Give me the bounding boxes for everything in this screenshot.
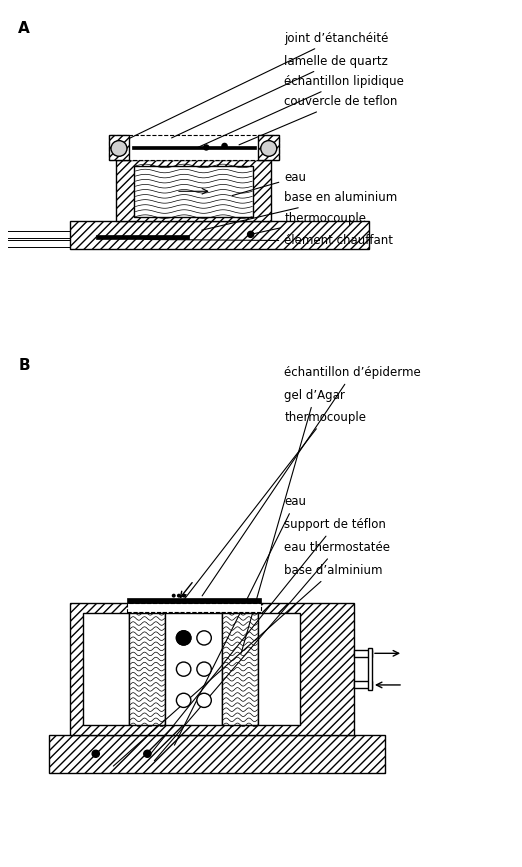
Circle shape — [92, 750, 99, 757]
Circle shape — [197, 662, 211, 676]
Text: A: A — [18, 21, 30, 36]
Circle shape — [172, 595, 175, 596]
Text: échantillon lipidique: échantillon lipidique — [196, 75, 404, 148]
Bar — [96, 235, 188, 239]
Bar — [135, 166, 253, 217]
Bar — [354, 681, 372, 688]
Bar — [354, 649, 372, 657]
Bar — [258, 134, 279, 160]
Circle shape — [176, 662, 191, 676]
Text: thermocouple: thermocouple — [185, 411, 366, 598]
Bar — [70, 603, 354, 735]
Text: lamelle de quartz: lamelle de quartz — [172, 55, 388, 138]
Bar — [109, 134, 129, 160]
Bar — [129, 613, 165, 725]
Circle shape — [197, 631, 211, 645]
Bar — [132, 146, 256, 149]
Text: échantillon d’épiderme: échantillon d’épiderme — [202, 366, 421, 596]
Text: joint d’étanchéité: joint d’étanchéité — [122, 32, 388, 142]
Text: couvercle de teflon: couvercle de teflon — [239, 95, 398, 145]
Bar — [368, 649, 372, 690]
Circle shape — [247, 231, 254, 238]
Circle shape — [111, 140, 127, 156]
Bar — [109, 134, 279, 160]
Circle shape — [177, 595, 180, 596]
Circle shape — [197, 694, 211, 707]
Text: eau thermostatée: eau thermostatée — [155, 541, 390, 760]
Bar — [116, 160, 271, 221]
Circle shape — [222, 143, 227, 148]
Text: base en aluminium: base en aluminium — [201, 192, 397, 230]
Bar — [49, 735, 385, 773]
Circle shape — [176, 631, 191, 645]
Circle shape — [176, 694, 191, 707]
Text: gel d’Agar: gel d’Agar — [241, 389, 345, 653]
Text: support de téflon: support de téflon — [149, 518, 386, 756]
Circle shape — [183, 595, 185, 596]
Bar — [258, 613, 300, 725]
Text: base d’alminium: base d’alminium — [113, 564, 383, 766]
Bar — [70, 221, 370, 249]
Bar — [165, 613, 222, 725]
Bar — [127, 603, 261, 612]
Bar — [127, 598, 261, 603]
Bar — [222, 613, 258, 725]
Text: élément chauffant: élément chauffant — [145, 234, 393, 247]
Text: eau: eau — [174, 495, 306, 745]
Text: B: B — [18, 357, 30, 373]
Text: thermocouple: thermocouple — [253, 212, 366, 234]
Circle shape — [144, 750, 151, 757]
Circle shape — [204, 145, 209, 150]
Bar — [83, 613, 129, 725]
Circle shape — [261, 140, 277, 156]
Text: eau: eau — [232, 171, 306, 196]
Circle shape — [176, 631, 191, 645]
